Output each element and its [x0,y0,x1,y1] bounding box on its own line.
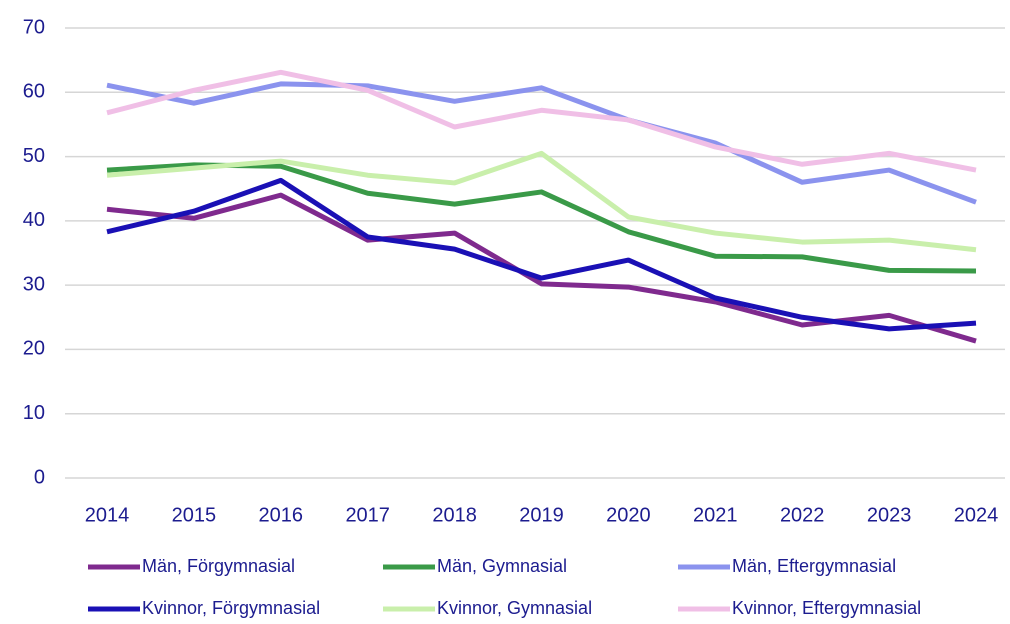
series-line [106,81,977,205]
series-line [106,162,977,274]
x-tick-label: 2019 [519,504,564,526]
series-line [106,69,977,173]
legend-label: Kvinnor, Gymnasial [437,598,592,618]
legend-label: Män, Gymnasial [437,556,567,576]
x-tick-label: 2023 [867,504,912,526]
y-tick-label: 30 [23,273,45,295]
legend-label: Män, Eftergymnasial [732,556,896,576]
y-tick-label: 50 [23,145,45,167]
x-tick-label: 2020 [606,504,651,526]
x-tick-label: 2014 [85,504,130,526]
x-tick-label: 2024 [954,504,999,526]
y-tick-label: 10 [23,402,45,424]
y-tick-label: 20 [23,338,45,360]
series-line [106,177,977,332]
x-tick-label: 2021 [693,504,738,526]
x-tick-label: 2015 [172,504,217,526]
y-tick-label: 70 [23,16,45,38]
legend-label: Kvinnor, Förgymnasial [142,598,320,618]
x-tick-label: 2016 [259,504,304,526]
x-tick-label: 2022 [780,504,825,526]
y-tick-label: 40 [23,209,45,231]
y-tick-label: 0 [34,466,45,488]
series-line [106,192,977,344]
y-tick-label: 60 [23,81,45,103]
x-tick-label: 2017 [345,504,390,526]
x-tick-label: 2018 [432,504,477,526]
legend-label: Kvinnor, Eftergymnasial [732,598,921,618]
legend-label: Män, Förgymnasial [142,556,295,576]
series-line [106,150,977,253]
